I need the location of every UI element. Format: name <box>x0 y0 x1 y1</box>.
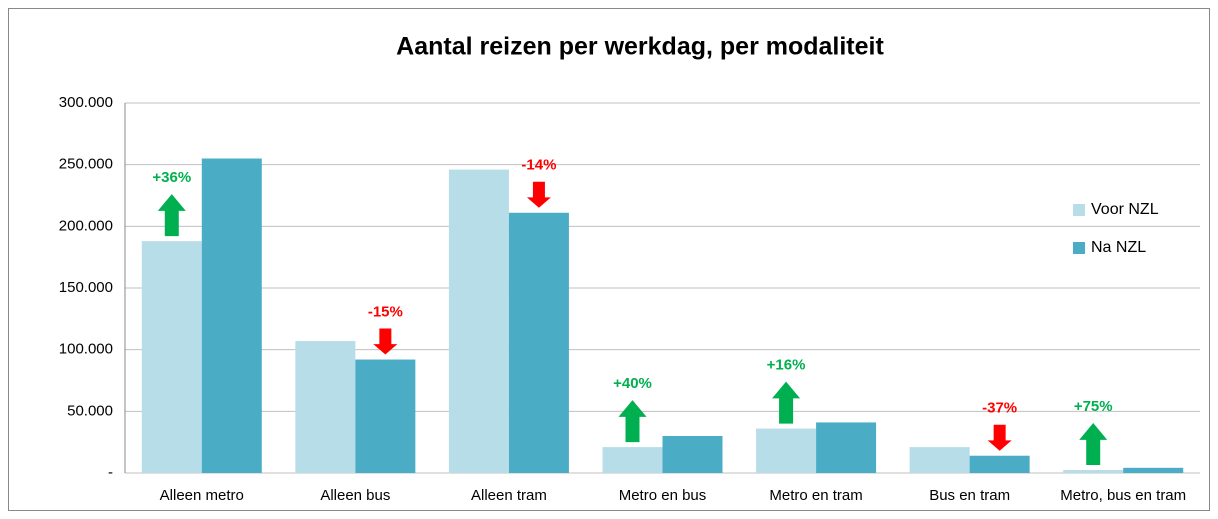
y-tick-label: 100.000 <box>59 341 113 358</box>
annotation-arrow <box>1079 423 1108 466</box>
annotation-arrow <box>987 424 1012 451</box>
bar <box>756 428 817 473</box>
annotation-label: -37% <box>982 400 1017 417</box>
annotation-label: +40% <box>613 375 652 392</box>
bar <box>448 169 509 473</box>
annotation-arrow <box>373 328 398 355</box>
y-tick-label: 250.000 <box>59 156 113 173</box>
legend-label: Na NZL <box>1091 239 1146 256</box>
legend-swatch <box>1073 242 1085 254</box>
x-tick-label: Bus en tram <box>929 487 1010 504</box>
chart-title: Aantal reizen per werkdag, per modalitei… <box>396 33 884 61</box>
annotation-label: +75% <box>1074 398 1113 415</box>
bar <box>201 158 262 473</box>
bar <box>662 436 723 473</box>
x-tick-label: Alleen metro <box>160 487 244 504</box>
annotation-label: -14% <box>521 157 556 174</box>
annotation-arrow <box>526 181 551 208</box>
bar <box>1123 467 1184 473</box>
y-tick-label: 150.000 <box>59 279 113 296</box>
bar <box>141 241 202 473</box>
y-tick-label: 300.000 <box>59 94 113 111</box>
legend-swatch <box>1073 204 1085 216</box>
x-tick-label: Alleen tram <box>471 487 547 504</box>
x-tick-label: Alleen bus <box>320 487 390 504</box>
bar <box>909 447 970 473</box>
x-tick-label: Metro, bus en tram <box>1060 487 1186 504</box>
annotation-label: -15% <box>368 304 403 321</box>
annotation-arrow <box>618 400 647 443</box>
bar <box>295 341 356 473</box>
bar <box>816 422 877 473</box>
annotation-label: +16% <box>767 357 806 374</box>
bar <box>508 212 569 473</box>
x-tick-label: Metro en bus <box>619 487 707 504</box>
annotation-arrow <box>157 194 186 237</box>
annotation-arrow <box>772 381 801 424</box>
y-tick-label: 200.000 <box>59 217 113 234</box>
x-tick-label: Metro en tram <box>769 487 862 504</box>
annotation-label: +36% <box>152 169 191 186</box>
y-tick-label: - <box>108 464 113 481</box>
bar <box>969 455 1030 473</box>
bar <box>355 359 416 473</box>
y-tick-label: 50.000 <box>67 402 113 419</box>
legend-label: Voor NZL <box>1091 201 1159 218</box>
bar <box>602 447 663 473</box>
bar <box>1063 470 1124 473</box>
